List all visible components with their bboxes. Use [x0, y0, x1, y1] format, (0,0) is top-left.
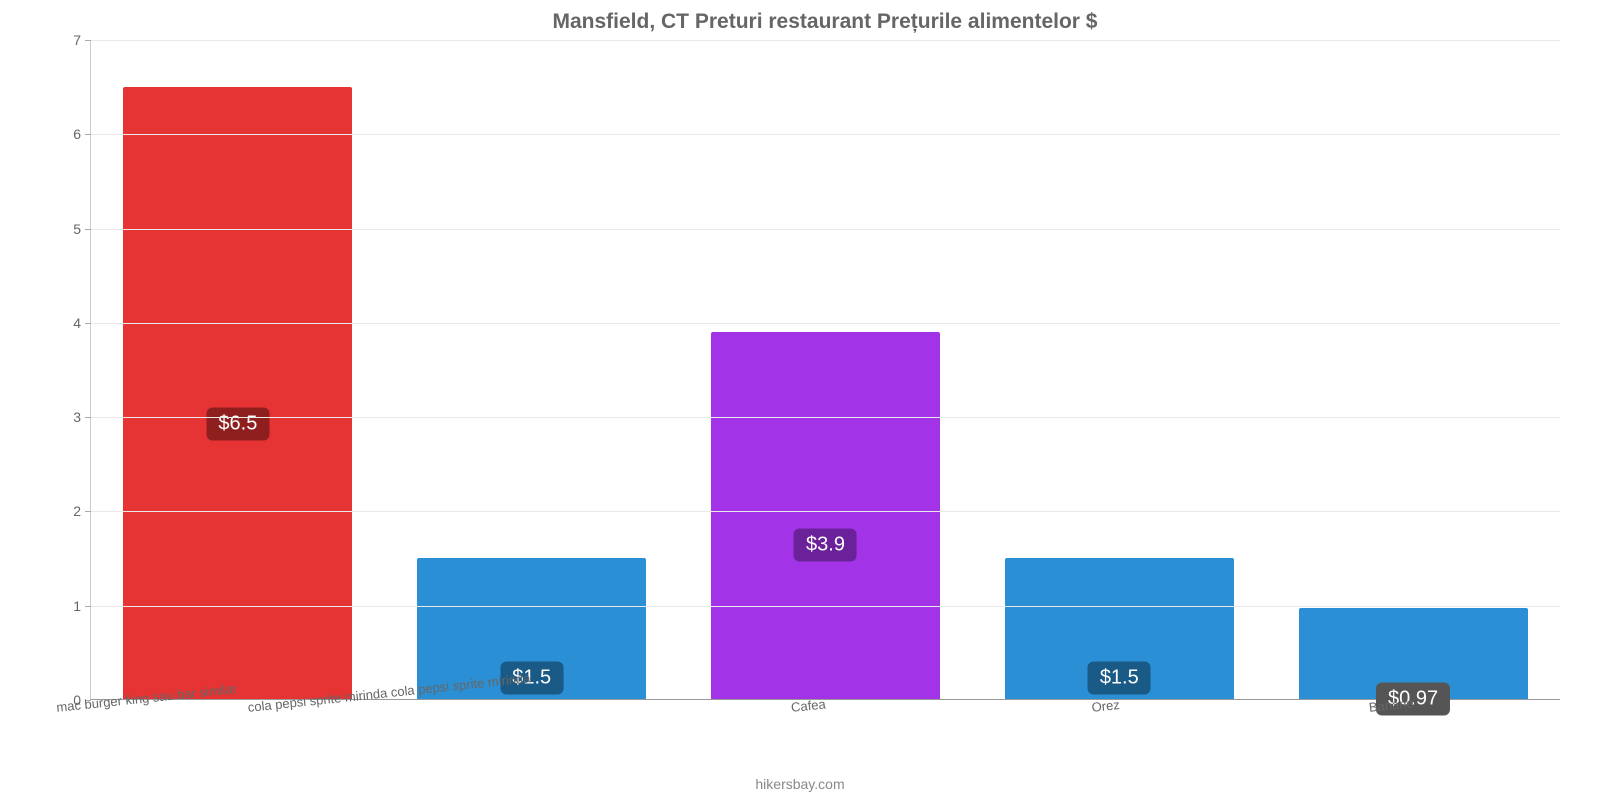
bar: $3.9 — [711, 332, 940, 699]
y-tick-label: 4 — [73, 315, 81, 331]
y-tick-label: 5 — [73, 221, 81, 237]
gridline — [91, 511, 1560, 512]
y-tickmark — [85, 229, 91, 230]
y-tick-label: 2 — [73, 503, 81, 519]
bar: $1.5 — [1005, 558, 1234, 699]
bar-slot: $1.5 — [972, 40, 1266, 699]
y-tickmark — [85, 134, 91, 135]
bar: $0.97 — [1299, 608, 1528, 699]
bar-slot: $6.5 — [91, 40, 385, 699]
gridline — [91, 417, 1560, 418]
value-label: $1.5 — [1088, 661, 1151, 694]
value-label: $6.5 — [206, 407, 269, 440]
y-tickmark — [85, 323, 91, 324]
gridline — [91, 323, 1560, 324]
chart-title: Mansfield, CT Preturi restaurant Prețuri… — [90, 10, 1560, 34]
bar-slot: $1.5 — [385, 40, 679, 699]
y-tickmark — [85, 511, 91, 512]
plot-area: $6.5$1.5$3.9$1.5$0.97 01234567 — [90, 40, 1560, 700]
gridline — [91, 40, 1560, 41]
y-tick-label: 3 — [73, 409, 81, 425]
y-tick-label: 6 — [73, 126, 81, 142]
bars-group: $6.5 $1.5 $3.9 $1.5 $0.97 — [91, 40, 1560, 699]
gridline — [91, 229, 1560, 230]
x-tick-label: Orez — [1091, 697, 1121, 715]
y-tickmark — [85, 606, 91, 607]
gridline — [91, 606, 1560, 607]
bar-slot: $3.9 — [679, 40, 973, 699]
gridline — [91, 134, 1560, 135]
value-label: $3.9 — [794, 528, 857, 561]
y-tickmark — [85, 40, 91, 41]
attribution-text: hikersbay.com — [0, 776, 1600, 792]
bar: $6.5 — [123, 87, 352, 699]
chart-container: Mansfield, CT Preturi restaurant Prețuri… — [0, 0, 1600, 800]
bar-slot: $0.97 — [1266, 40, 1560, 699]
y-tickmark — [85, 417, 91, 418]
x-tick-label: Cafea — [790, 696, 826, 715]
y-tick-label: 1 — [73, 598, 81, 614]
y-tick-label: 7 — [73, 32, 81, 48]
